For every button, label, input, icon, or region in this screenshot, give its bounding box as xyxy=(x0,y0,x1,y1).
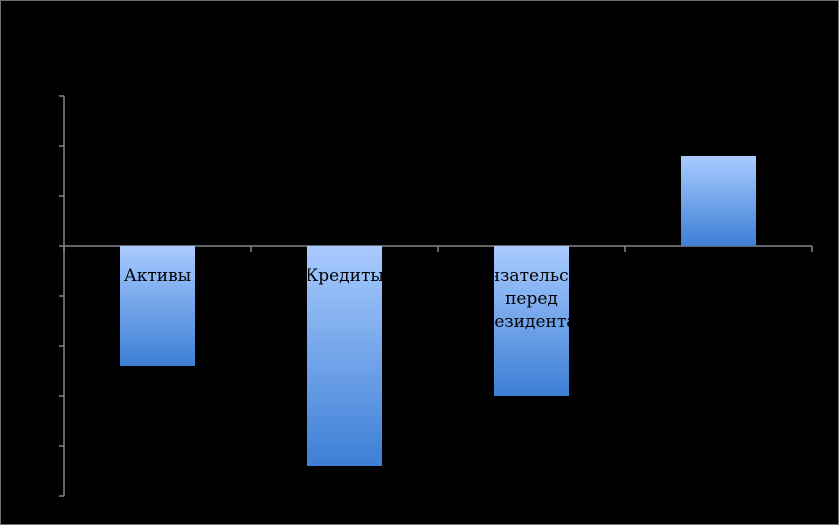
bar-0 xyxy=(120,246,195,366)
category-labels: Активы Кредиты Обязательства перед нерезиден… xyxy=(124,266,601,332)
category-label-group-0: Активы xyxy=(124,266,191,286)
bar-1 xyxy=(307,246,382,466)
category-label: нерезидентами xyxy=(462,312,601,332)
category-label: Активы xyxy=(124,266,191,286)
category-label: перед xyxy=(505,289,558,309)
bar-2 xyxy=(494,246,569,396)
category-label-group-2: Обязательства перед нерезидентами xyxy=(462,266,601,332)
category-label: Обязательства xyxy=(465,266,597,286)
category-label-group-1: Кредиты xyxy=(305,266,384,286)
bar-3 xyxy=(681,156,756,246)
category-label: Кредиты xyxy=(305,266,384,286)
bars xyxy=(120,156,756,466)
